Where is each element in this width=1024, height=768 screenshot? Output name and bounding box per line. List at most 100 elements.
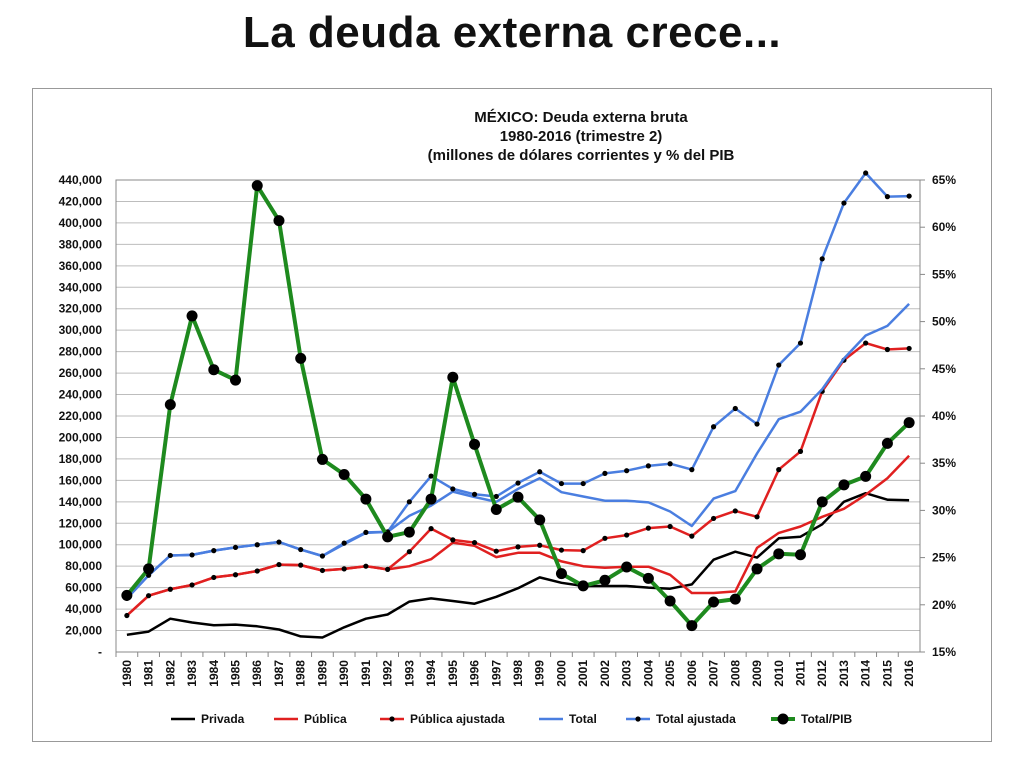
x-tick-label: 1996 [468, 660, 482, 687]
y-left-tick-label: 80,000 [65, 559, 102, 573]
x-tick-label: 2010 [772, 660, 786, 687]
chart-title-line: (millones de dólares corrientes y % del … [428, 147, 735, 164]
data-point [515, 480, 521, 486]
data-point [645, 525, 651, 531]
data-point [167, 552, 173, 559]
data-point [406, 549, 412, 555]
data-point [167, 586, 173, 592]
data-point [512, 491, 524, 503]
legend-label: Total ajustada [656, 712, 736, 726]
data-point [776, 467, 782, 473]
data-point [363, 529, 369, 535]
y-right-tick-label: 50% [932, 315, 956, 329]
data-point [776, 362, 782, 368]
slide-title: La deuda externa crece... [242, 8, 782, 57]
data-point [754, 514, 760, 520]
series-line [126, 341, 910, 617]
y-left-tick-label: 100,000 [59, 538, 103, 552]
data-point [403, 526, 415, 538]
data-point [754, 421, 760, 427]
data-point [124, 612, 130, 619]
x-tick-label: 2003 [620, 660, 634, 687]
y-left-tick-label: 120,000 [59, 516, 103, 530]
x-tick-label: 1997 [489, 660, 503, 687]
y-left-tick-label: 360,000 [59, 259, 103, 273]
data-point [406, 499, 412, 505]
data-point [450, 537, 456, 543]
data-point [232, 544, 239, 551]
y-left-tick-label: 60,000 [65, 581, 102, 595]
data-point [534, 514, 546, 526]
data-point [841, 200, 847, 206]
data-point [537, 542, 543, 548]
x-tick-label: 2015 [880, 660, 894, 687]
x-tick-label: 1994 [424, 660, 438, 687]
data-point [450, 486, 456, 492]
x-tick-label: 2006 [685, 660, 699, 687]
legend-label: Pública [304, 712, 347, 726]
data-point [577, 580, 589, 592]
y-left-tick-label: 160,000 [59, 473, 103, 487]
y-left-tick-label: 440,000 [59, 173, 103, 187]
data-point [230, 374, 242, 386]
x-tick-label: 1989 [315, 660, 329, 687]
data-point [797, 448, 804, 454]
data-point [906, 193, 912, 199]
data-point [469, 438, 481, 450]
data-point [884, 346, 891, 353]
data-point [537, 469, 543, 475]
y-left-tick-label: 320,000 [59, 302, 103, 316]
data-point [251, 180, 263, 192]
data-point [816, 496, 828, 508]
y-left-tick-label: 260,000 [59, 366, 103, 380]
x-tick-label: 2013 [837, 660, 851, 687]
data-point [385, 566, 391, 572]
data-point [276, 539, 282, 545]
y-left-tick-label: 340,000 [59, 280, 103, 294]
data-point [515, 544, 521, 550]
legend-marker [389, 716, 395, 722]
x-tick-label: 1995 [446, 660, 460, 687]
data-point [602, 535, 608, 541]
chart-frame: MÉXICO: Deuda externa bruta 1980-2016 (tr… [32, 88, 992, 742]
data-point [664, 595, 676, 607]
y-left-tick-label: 200,000 [59, 430, 103, 444]
data-point [121, 589, 133, 601]
data-point [338, 469, 350, 481]
x-tick-label: 1992 [381, 660, 395, 687]
x-tick-label: 1980 [120, 660, 134, 687]
y-right-tick-label: 40% [932, 409, 956, 423]
data-point [710, 424, 717, 430]
x-tick-label: 1984 [207, 660, 221, 687]
data-point [490, 503, 502, 515]
data-point [732, 508, 738, 514]
series-line [125, 171, 910, 600]
data-point [580, 548, 586, 554]
data-point [729, 593, 741, 605]
y-right-tick-label: 25% [932, 551, 956, 565]
x-tick-label: 2008 [728, 660, 742, 687]
data-point [689, 467, 695, 473]
data-point [881, 437, 893, 449]
legend-marker [635, 716, 641, 722]
data-point [773, 548, 785, 560]
x-tick-label: 2002 [598, 660, 612, 687]
data-point [341, 566, 347, 572]
data-point [471, 491, 478, 497]
x-tick-label: 1998 [511, 660, 525, 687]
data-point [319, 553, 326, 559]
x-tick-label: 1991 [359, 660, 373, 687]
data-point [751, 563, 763, 575]
data-point [797, 340, 804, 346]
legend-label: Total [569, 712, 597, 726]
y-right-tick-label: 65% [932, 173, 956, 187]
data-point [382, 531, 394, 543]
data-point [708, 596, 720, 608]
y-right-tick-label: 60% [932, 220, 956, 234]
x-tick-label: 2004 [641, 660, 655, 687]
data-point [447, 371, 459, 383]
x-tick-label: 2012 [815, 660, 829, 687]
y-right-tick-label: 35% [932, 456, 956, 470]
y-left-tick-label: 420,000 [59, 194, 103, 208]
data-point [819, 256, 825, 262]
